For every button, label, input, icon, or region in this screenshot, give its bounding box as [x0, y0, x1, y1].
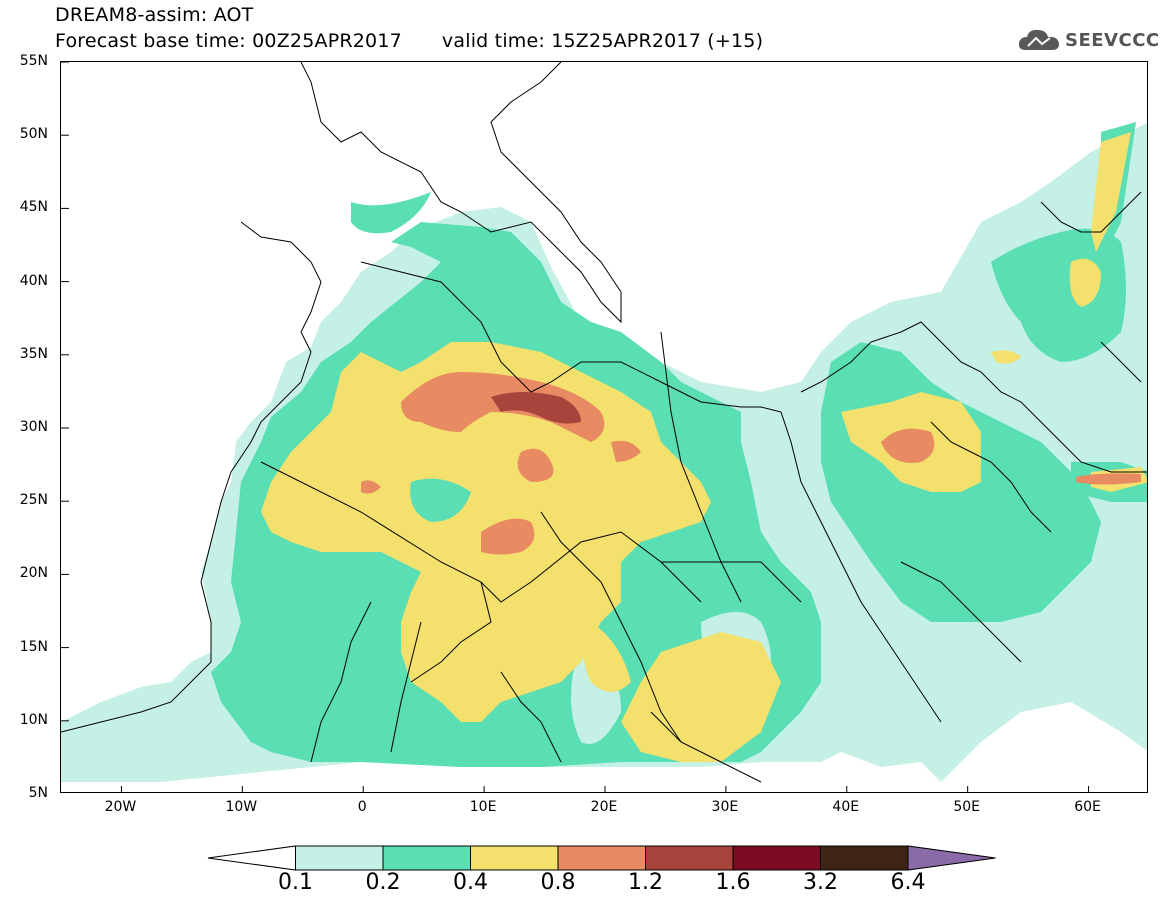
latitude-label: 40N: [19, 272, 48, 289]
colorbar-segment: [820, 845, 909, 871]
map-title: DREAM8-assim: AOT: [55, 4, 254, 26]
longitude-label: 10W: [225, 799, 258, 815]
cloud-icon: [1018, 29, 1059, 50]
latitude-label: 30N: [19, 419, 48, 435]
colorbar-label: 0.1: [278, 870, 313, 895]
longitude-label: 20E: [590, 799, 618, 815]
colorbar-segment: [295, 845, 384, 871]
colorbar-under-arrow: [207, 845, 296, 871]
latitude-label: 5N: [28, 785, 48, 801]
seevccc-logo: SEEVCCC: [1016, 20, 1159, 62]
colorbar-label: 1.6: [715, 870, 751, 895]
colorbar-label: 0.8: [540, 870, 576, 895]
colorbar-label: 1.2: [628, 870, 663, 895]
longitude-label: 20W: [104, 799, 137, 815]
longitude-label: 10E: [469, 799, 497, 815]
axis-ticks: [61, 62, 1090, 792]
valid-time-label: valid time: 15Z25APR2017 (+15): [441, 30, 764, 52]
latitude-label: 50N: [19, 126, 48, 143]
map-panel: [60, 61, 1148, 793]
colorbar-label: 0.4: [453, 870, 488, 895]
colorbar-over-arrow: [907, 845, 996, 871]
aot-contour-1.2: [491, 392, 581, 424]
colorbar-segment: [382, 845, 471, 871]
colorbar-label: 3.2: [803, 870, 838, 895]
longitude-label: 60E: [1074, 799, 1101, 815]
latitude-label: 10N: [19, 711, 48, 728]
longitude-label: 0: [357, 799, 367, 815]
colorbar-label: 0.2: [365, 870, 401, 895]
base-time-label: Forecast base time: 00Z25APR2017: [55, 30, 402, 52]
colorbar-segment: [645, 845, 734, 871]
logo-text: SEEVCCC: [1065, 30, 1160, 51]
longitude-label: 50E: [953, 799, 980, 815]
latitude-label: 20N: [19, 565, 48, 582]
latitude-label: 25N: [19, 492, 48, 509]
aot-map: [61, 62, 1147, 792]
latitude-label: 45N: [19, 199, 48, 216]
longitude-label: 30E: [711, 799, 739, 815]
country-borders: [61, 62, 1147, 783]
time-info: Forecast base time: 00Z25APR2017 valid ti…: [55, 31, 763, 51]
latitude-label: 15N: [19, 638, 48, 655]
latitude-label: 55N: [19, 53, 48, 69]
colorbar-label: 6.4: [890, 870, 926, 895]
colorbar-segment: [557, 845, 646, 871]
longitude-label: 40E: [832, 799, 860, 815]
latitude-label: 35N: [19, 345, 48, 362]
colorbar: [207, 845, 996, 871]
colorbar-segment: [470, 845, 559, 871]
colorbar-segment: [732, 845, 821, 871]
